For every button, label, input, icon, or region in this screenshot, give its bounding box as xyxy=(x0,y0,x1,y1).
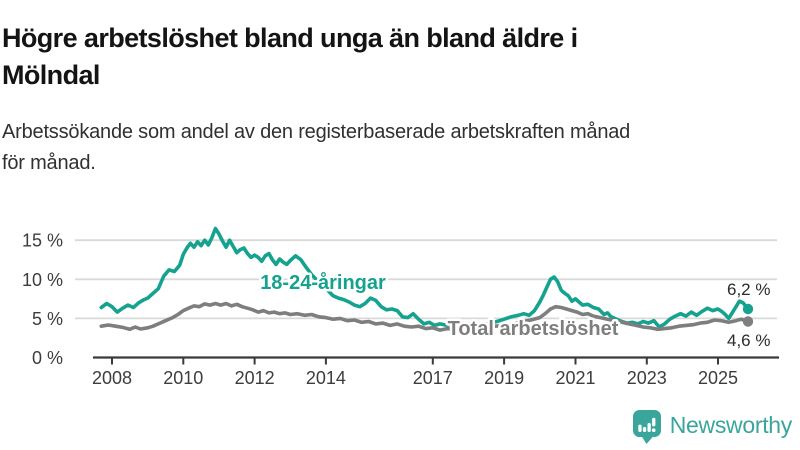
y-axis-tick-label: 0 % xyxy=(32,348,63,368)
series-line-total xyxy=(99,301,750,332)
y-axis-tick-label: 10 % xyxy=(22,270,63,290)
x-axis-tick-label: 2021 xyxy=(555,368,595,388)
newsworthy-bubble-chart-icon xyxy=(632,410,661,444)
chart-subtitle-line-1: Arbetssökande som andel av den registerb… xyxy=(2,121,631,143)
series-line-youth xyxy=(99,226,750,329)
series-end-value-label: 6,2 % xyxy=(727,280,770,299)
x-axis-tick-label: 2010 xyxy=(163,368,203,388)
newsworthy-brand-name: Newsworthy xyxy=(669,412,793,438)
x-axis-tick-label: 2023 xyxy=(627,368,667,388)
series-end-value-label: 4,6 % xyxy=(727,331,770,350)
chart-subtitle: Arbetssökande som andel av den registerb… xyxy=(2,117,792,179)
series-end-dot xyxy=(742,316,754,327)
x-axis-tick-label: 2012 xyxy=(235,368,275,388)
newsworthy-logo[interactable]: Newsworthy xyxy=(632,407,792,444)
x-axis-tick-label: 2019 xyxy=(484,368,524,388)
page-title-line-2: Mölndal xyxy=(2,60,100,91)
chart-subtitle-line-2: för månad. xyxy=(2,152,96,174)
page-title: Högre arbetslöshet bland unga än bland ä… xyxy=(2,20,782,94)
series-inline-label: 18-24-åringar xyxy=(260,271,386,294)
page-title-line-1: Högre arbetslöshet bland unga än bland ä… xyxy=(2,23,578,54)
x-axis-tick-label: 2025 xyxy=(698,368,738,388)
y-axis-tick-label: 15 % xyxy=(22,231,63,251)
x-axis-tick-label: 2014 xyxy=(306,368,346,388)
x-axis-tick-label: 2017 xyxy=(413,368,453,388)
series-end-dot xyxy=(742,303,754,315)
y-axis-tick-label: 5 % xyxy=(32,309,63,329)
series-inline-label: Total arbetslöshet xyxy=(448,318,619,340)
x-axis-tick-label: 2008 xyxy=(92,368,132,388)
